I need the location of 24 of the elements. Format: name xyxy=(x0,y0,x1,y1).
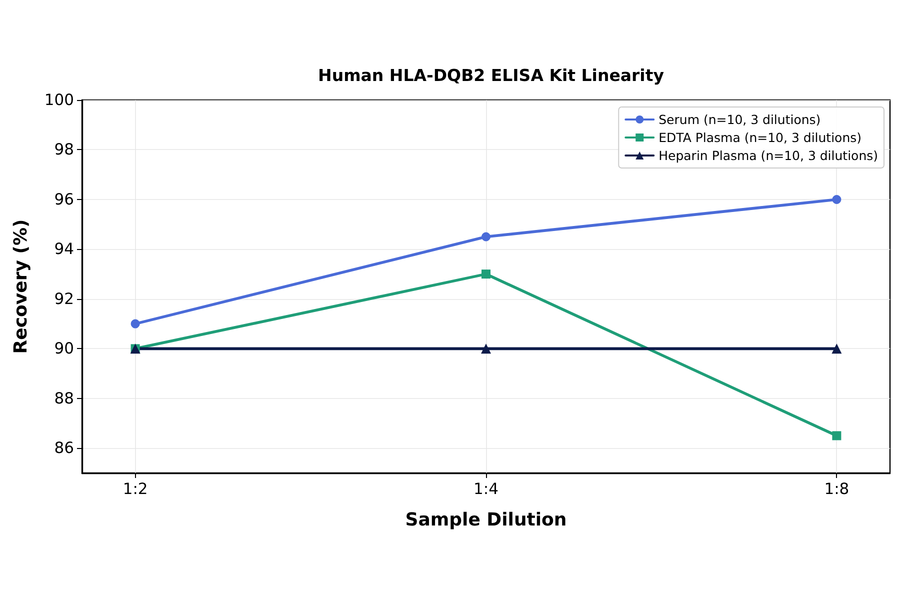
legend-label: Serum (n=10, 3 dilutions) xyxy=(658,112,821,127)
point xyxy=(481,344,491,354)
x-tick-label: 1:8 xyxy=(824,480,850,498)
y-tick-label: 96 xyxy=(54,190,74,208)
legend-label: EDTA Plasma (n=10, 3 dilutions) xyxy=(658,130,862,145)
x-tick-label: 1:2 xyxy=(122,480,148,498)
legend-label: Heparin Plasma (n=10, 3 dilutions) xyxy=(658,148,878,163)
y-tick-label: 92 xyxy=(54,290,74,308)
point xyxy=(832,344,842,354)
chart-title: Human HLA-DQB2 ELISA Kit Linearity xyxy=(318,66,664,85)
y-tick-label: 86 xyxy=(54,439,74,458)
point xyxy=(482,232,490,242)
y-tick-label: 100 xyxy=(44,91,74,109)
x-tick-label: 1:4 xyxy=(474,480,498,498)
point xyxy=(832,194,842,204)
y-axis-title: Recovery (%) xyxy=(10,219,32,354)
point xyxy=(482,270,490,279)
y-tick-label: 88 xyxy=(54,389,74,408)
y-tick-label: 90 xyxy=(54,340,74,358)
y-tick-label: 94 xyxy=(54,240,74,258)
point xyxy=(832,431,842,440)
x-axis-title: Sample Dilution xyxy=(405,510,567,530)
point xyxy=(130,319,140,328)
y-tick-label: 98 xyxy=(54,140,74,159)
